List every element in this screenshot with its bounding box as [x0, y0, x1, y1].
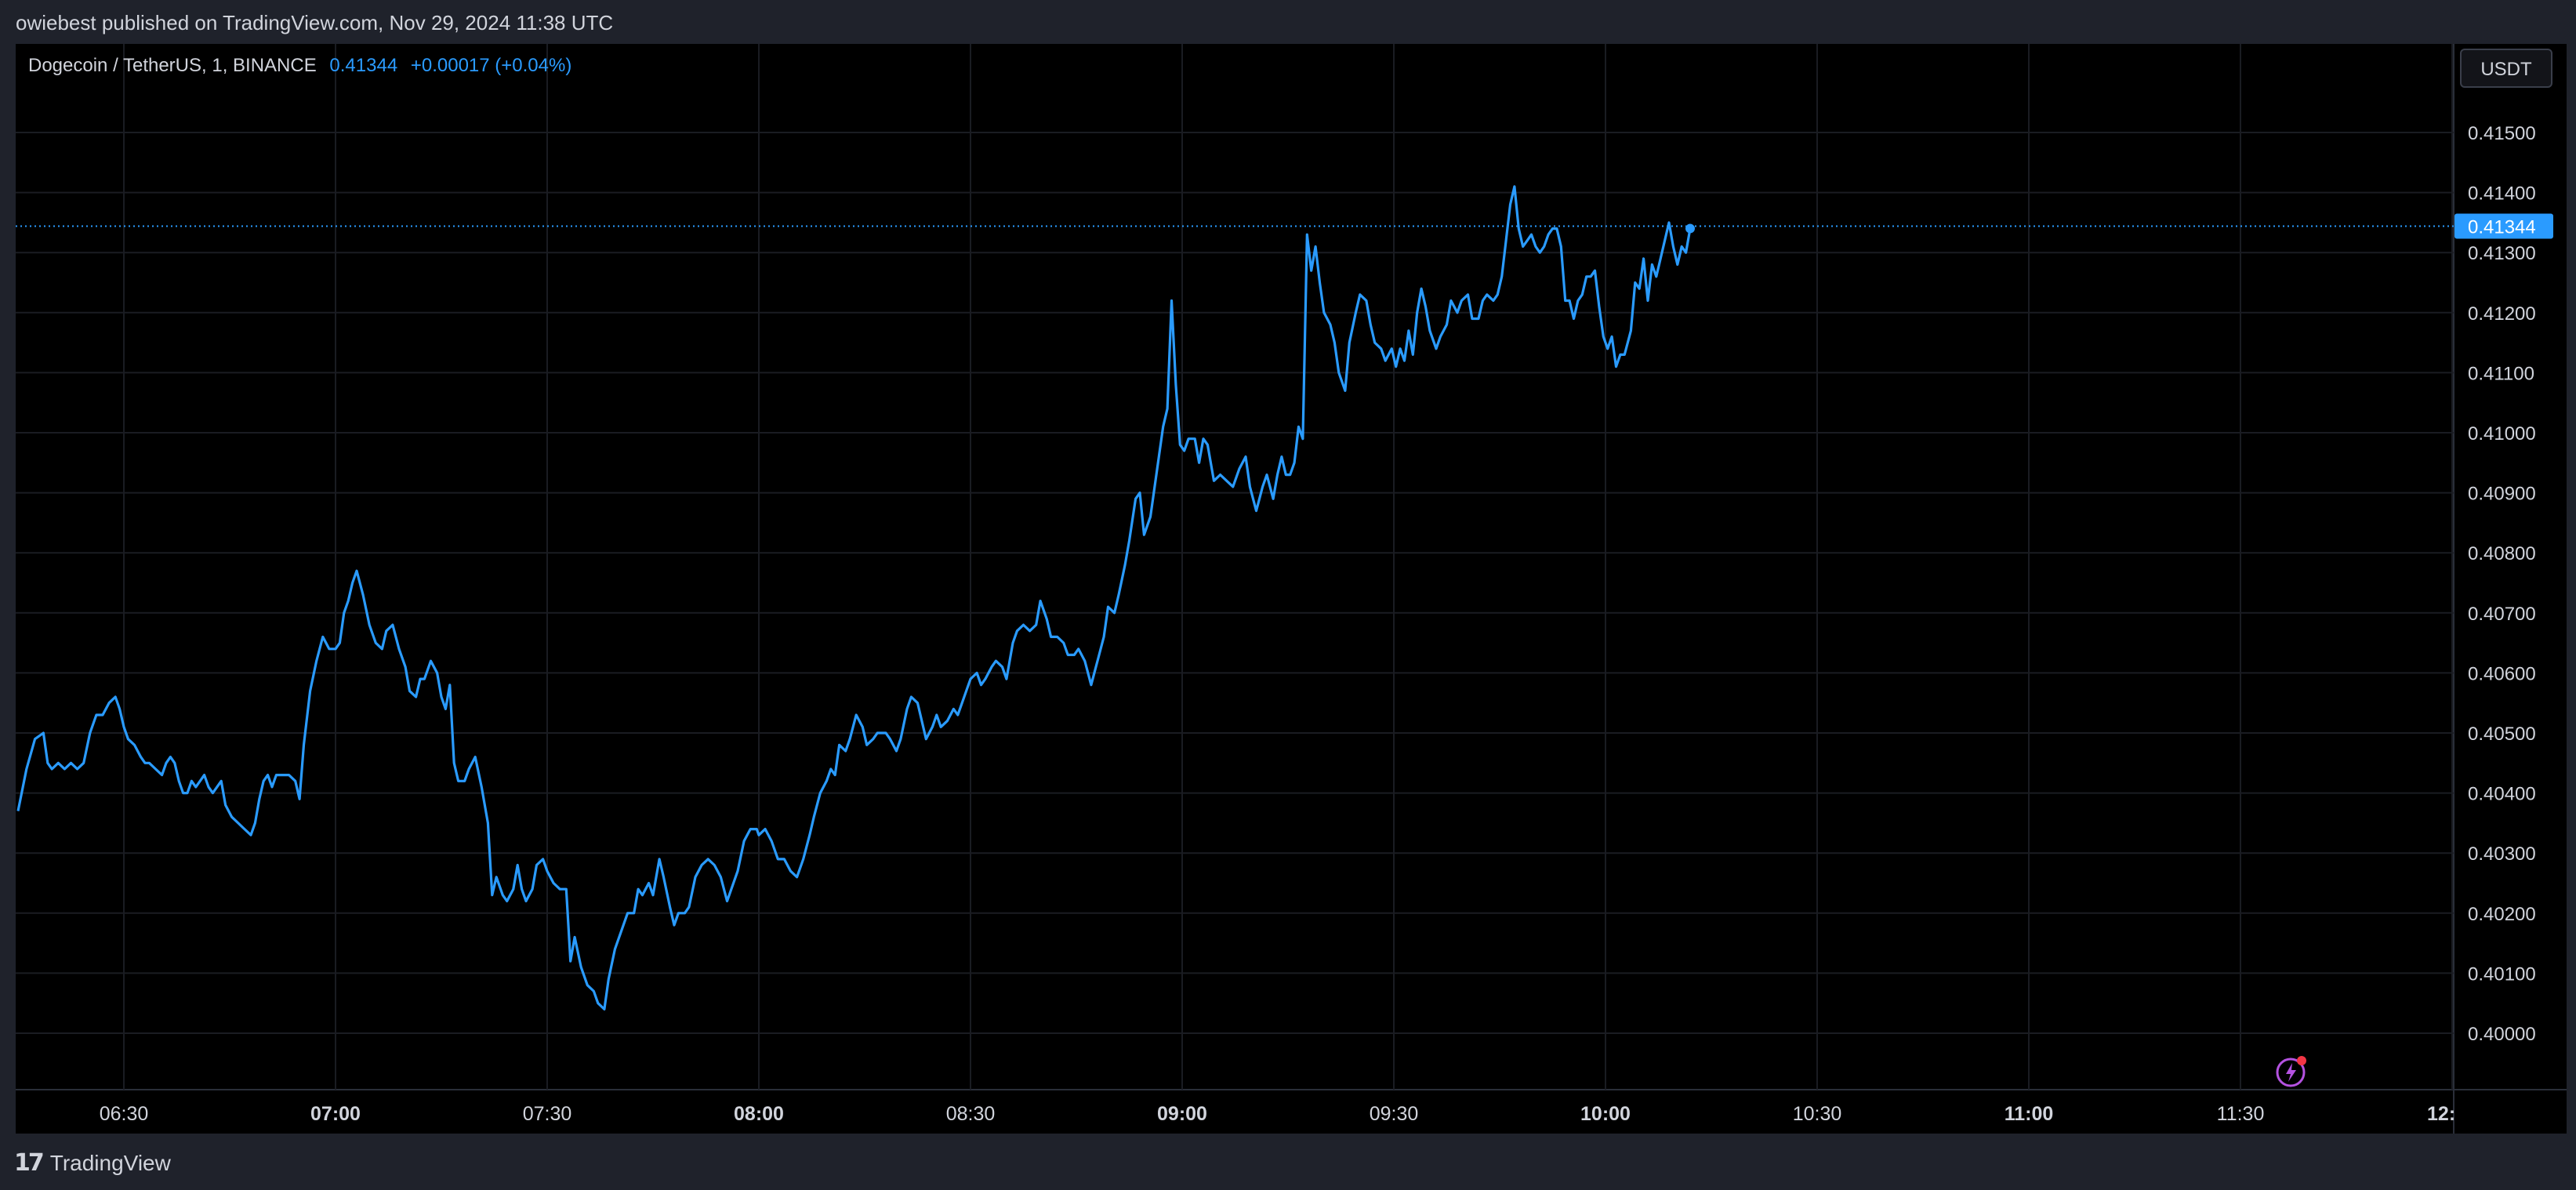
price-tick-label: 0.40100	[2468, 963, 2536, 985]
legend-price: 0.41344	[329, 55, 398, 76]
footer-bar	[0, 1134, 2576, 1190]
time-tick-label: 10:30	[1793, 1103, 1842, 1125]
price-tick-label: 0.41300	[2468, 243, 2536, 264]
legend-change: +0.00017 (+0.04%)	[410, 55, 572, 76]
axis-corner	[2455, 1091, 2567, 1134]
last-price-dot	[1685, 223, 1695, 234]
last-price-badge	[2454, 213, 2553, 239]
price-tick-label: 0.41200	[2468, 303, 2536, 325]
currency-button[interactable]: USDT	[2460, 49, 2552, 88]
time-tick-label: 06:30	[100, 1103, 149, 1125]
price-tick-label: 0.40200	[2468, 904, 2536, 925]
price-tick-label: 0.41100	[2468, 363, 2534, 384]
price-series-line	[16, 185, 1692, 1011]
time-tick-label: 07:30	[523, 1103, 572, 1125]
price-tick-label: 0.40900	[2468, 484, 2536, 505]
header-bar: owiebest published on TradingView.com, N…	[0, 0, 2576, 44]
series-layer	[16, 185, 2454, 1011]
time-tick-label: 08:30	[946, 1103, 996, 1125]
time-tick-label: 09:00	[1157, 1103, 1207, 1125]
time-tick-label: 07:00	[310, 1103, 361, 1125]
lightning-alert-icon[interactable]	[2275, 1054, 2309, 1088]
price-tick-label: 0.41500	[2468, 123, 2536, 144]
time-tick-label: 10:00	[1580, 1103, 1631, 1125]
grid-lines	[16, 44, 2567, 1134]
symbol-label: Dogecoin / TetherUS, 1, BINANCE	[28, 55, 317, 76]
price-tick-label: 0.41000	[2468, 423, 2536, 444]
price-tick-label: 0.40800	[2468, 543, 2536, 564]
time-axis[interactable]: 06:30 07:00 07:30 08:00 08:30 09:00 09:30 10:00…	[100, 1091, 2567, 1134]
time-tick-label: 08:00	[734, 1103, 784, 1125]
tradingview-logo[interactable]: 17 TradingView	[14, 1149, 171, 1177]
price-tick-label: 0.40500	[2468, 724, 2536, 745]
price-axis[interactable]: 0.40000 0.40100 0.40200 0.40300 0.40400 0.405…	[2454, 123, 2553, 1045]
time-tick-label: 11:30	[2217, 1103, 2265, 1125]
publisher-caption: owiebest published on TradingView.com, N…	[16, 11, 614, 34]
price-tick-label: 0.40700	[2468, 604, 2536, 625]
price-tick-label: 0.40000	[2468, 1024, 2536, 1045]
price-tick-label: 0.40600	[2468, 663, 2536, 684]
brand-label: TradingView	[49, 1150, 171, 1175]
tradingview-mark-icon: 17	[14, 1149, 45, 1177]
price-tick-label: 0.40300	[2468, 844, 2536, 865]
price-tick-label: 0.40400	[2468, 784, 2536, 805]
time-tick-label: 09:30	[1370, 1103, 1419, 1125]
price-tick-label: 0.41400	[2468, 183, 2536, 205]
last-price-badge-label: 0.41344	[2468, 216, 2536, 238]
time-tick-label: 11:00	[2005, 1103, 2054, 1125]
chart-legend: Dogecoin / TetherUS, 1, BINANCE 0.41344 …	[28, 55, 571, 77]
